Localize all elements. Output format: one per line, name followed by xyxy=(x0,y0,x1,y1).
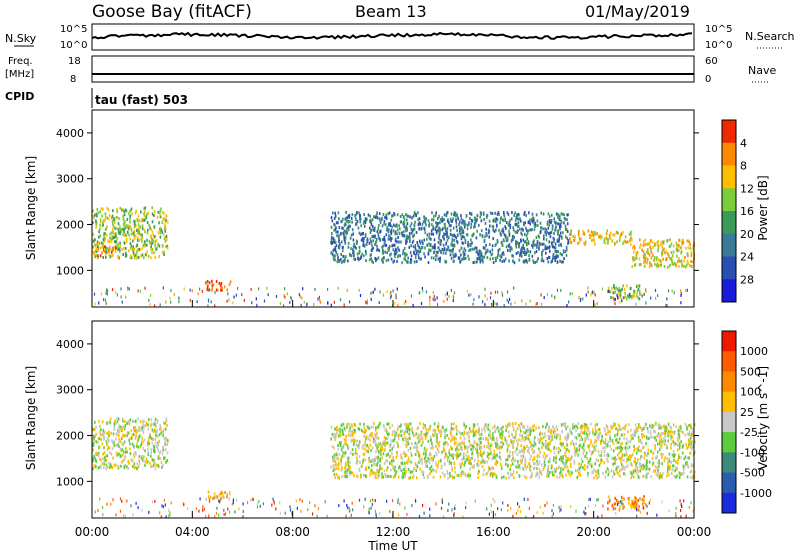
velocity-colorbar-tick: -100 xyxy=(740,446,765,459)
velocity-near-range-scatter xyxy=(94,497,695,519)
velocity-colorbar-tick: 25 xyxy=(740,406,754,419)
power-ytick-label: 4000 xyxy=(56,127,84,140)
power-band-6 xyxy=(607,284,645,301)
power-band-2 xyxy=(205,279,232,292)
velocity-colorbar-swatch xyxy=(722,452,736,474)
velocity-band-3 xyxy=(607,495,645,512)
velocity-ytick-label: 1000 xyxy=(56,475,84,488)
nsky-tick-lo: 10^0 xyxy=(60,40,87,51)
velocity-colorbar-label: Velocity [m s^-1] xyxy=(756,366,770,470)
power-panel-frame xyxy=(91,109,695,308)
cpid-label: CPID xyxy=(5,90,34,103)
power-band-3 xyxy=(330,210,570,265)
velocity-colorbar-swatch xyxy=(722,411,736,433)
power-band-1 xyxy=(92,245,117,258)
freq-label-line1: Freq. xyxy=(8,56,33,67)
power-ytick-label: 3000 xyxy=(56,173,84,186)
velocity-data-region xyxy=(92,417,696,519)
freq-tick-lo: 8 xyxy=(70,74,76,85)
power-colorbar-tick: 24 xyxy=(740,251,754,264)
velocity-colorbar-tick: -1000 xyxy=(740,487,772,500)
velocity-y-axis: 1000 2000 3000 4000 xyxy=(56,338,699,488)
power-colorbar: 4 8 12 16 20 24 28 xyxy=(721,119,754,303)
velocity-colorbar-swatch xyxy=(722,432,736,453)
velocity-ytick-label: 2000 xyxy=(56,430,84,443)
x-tick-label: 20:00 xyxy=(576,525,611,539)
power-ytick-label: 1000 xyxy=(56,264,84,277)
power-colorbar-tick: 8 xyxy=(740,160,747,173)
velocity-ytick-label: 3000 xyxy=(56,384,84,397)
nave-tick-lo: 0 xyxy=(705,74,711,85)
power-colorbar-tick: 16 xyxy=(740,205,754,218)
velocity-colorbar-swatch xyxy=(722,472,736,494)
velocity-colorbar-tick: 500 xyxy=(740,365,761,378)
power-colorbar-swatch xyxy=(722,120,736,144)
power-colorbar-tick: 20 xyxy=(740,228,754,241)
power-colorbar-swatch xyxy=(722,279,736,303)
noise-panel xyxy=(91,23,695,51)
power-ytick-label: 2000 xyxy=(56,219,84,232)
power-band-5 xyxy=(631,238,695,269)
power-colorbar-swatch xyxy=(722,211,736,235)
velocity-colorbar-swatch xyxy=(722,391,736,413)
velocity-ytick-label: 4000 xyxy=(56,338,84,351)
power-band-0 xyxy=(92,206,169,260)
x-tick-label: 16:00 xyxy=(476,525,511,539)
power-band-4 xyxy=(569,229,633,246)
noise-sky-trace xyxy=(91,31,692,40)
power-colorbar-swatch xyxy=(722,256,736,280)
velocity-colorbar-tick: 100 xyxy=(740,386,761,399)
velocity-colorbar-tick: 1000 xyxy=(740,345,768,358)
nave-label: Nave xyxy=(748,64,776,77)
velocity-colorbar-swatch xyxy=(722,492,736,514)
nsearch-tick-lo: 10^0 xyxy=(705,40,732,51)
power-colorbar-swatch xyxy=(722,142,736,166)
nsky-label: N.Sky xyxy=(5,32,37,45)
velocity-colorbar-swatch xyxy=(722,371,736,393)
power-colorbar-swatch xyxy=(722,233,736,257)
nave-tick-hi: 60 xyxy=(705,56,718,67)
velocity-band-2 xyxy=(330,421,696,480)
power-colorbar-tick: 4 xyxy=(740,137,747,150)
x-axis-label: Time UT xyxy=(367,539,418,553)
power-near-range-scatter xyxy=(93,286,688,308)
velocity-colorbar: 1000 500 100 25 -25 -100 -500 -1000 xyxy=(721,330,772,514)
power-data-region xyxy=(92,206,695,308)
power-colorbar-swatch xyxy=(722,165,736,189)
frequency-panel xyxy=(91,55,695,83)
x-tick-label: 04:00 xyxy=(175,525,210,539)
nsearch-label: N.Search xyxy=(745,30,795,43)
x-tick-label: 00:00 xyxy=(75,525,110,539)
velocity-band-0 xyxy=(92,417,169,471)
beam-title: Beam 13 xyxy=(355,2,427,21)
x-tick-label: 12:00 xyxy=(376,525,411,539)
date-title: 01/May/2019 xyxy=(585,2,690,21)
power-colorbar-tick: 12 xyxy=(740,182,754,195)
velocity-colorbar-tick: -25 xyxy=(740,426,758,439)
time-x-axis: 00:00 04:00 08:00 12:00 16:00 20:00 00:00 xyxy=(75,300,712,539)
cpid-value: tau (fast) 503 xyxy=(95,93,188,107)
freq-label-line2: [MHz] xyxy=(5,69,34,80)
nsky-tick-hi: 10^5 xyxy=(60,24,87,35)
power-colorbar-swatch xyxy=(722,188,736,212)
x-tick-label: 00:00 xyxy=(677,525,712,539)
velocity-colorbar-tick: -500 xyxy=(740,467,765,480)
power-colorbar-label: Power [dB] xyxy=(756,175,770,240)
velocity-colorbar-swatch xyxy=(722,331,736,352)
velocity-panel-frame xyxy=(91,320,695,519)
velocity-colorbar-swatch xyxy=(722,351,736,372)
x-tick-label: 08:00 xyxy=(275,525,310,539)
power-colorbar-tick: 28 xyxy=(740,273,754,286)
velocity-ylabel: Slant Range [km] xyxy=(24,366,38,470)
power-colorbar-frame xyxy=(721,119,737,303)
power-y-axis: 1000 2000 3000 4000 xyxy=(56,127,699,277)
nsearch-tick-hi: 10^5 xyxy=(705,24,732,35)
power-ylabel: Slant Range [km] xyxy=(24,156,38,260)
station-title: Goose Bay (fitACF) xyxy=(92,2,252,22)
freq-tick-hi: 18 xyxy=(68,56,81,67)
velocity-colorbar-frame xyxy=(721,330,737,514)
